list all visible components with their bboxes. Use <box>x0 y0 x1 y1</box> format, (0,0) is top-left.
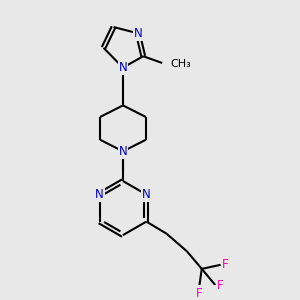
Text: F: F <box>196 287 202 300</box>
Text: N: N <box>118 145 127 158</box>
Text: N: N <box>142 188 151 201</box>
Text: CH₃: CH₃ <box>171 59 192 69</box>
Text: N: N <box>134 27 142 40</box>
Text: N: N <box>118 61 127 74</box>
Text: N: N <box>95 188 104 201</box>
Text: F: F <box>217 279 224 292</box>
Text: F: F <box>222 258 229 271</box>
